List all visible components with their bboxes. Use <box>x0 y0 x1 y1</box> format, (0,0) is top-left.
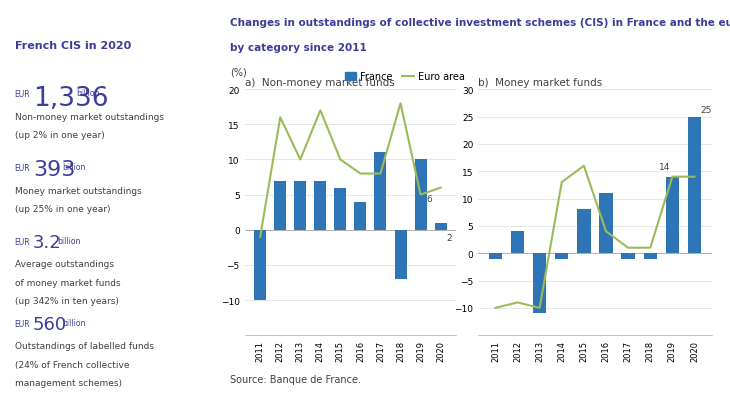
Bar <box>489 254 502 259</box>
Bar <box>577 210 591 254</box>
Text: EUR: EUR <box>15 319 30 328</box>
Text: EUR: EUR <box>15 237 30 246</box>
Bar <box>644 254 657 259</box>
Text: billion: billion <box>62 163 85 172</box>
Text: Outstandings of labelled funds: Outstandings of labelled funds <box>15 342 153 351</box>
Text: Changes in outstandings of collective investment schemes (CIS) in France and the: Changes in outstandings of collective in… <box>230 18 730 28</box>
Bar <box>374 153 386 230</box>
Bar <box>254 230 266 300</box>
Text: 393: 393 <box>33 160 75 180</box>
Text: Non-money market outstandings: Non-money market outstandings <box>15 112 164 121</box>
Bar <box>599 193 612 254</box>
Text: 2: 2 <box>447 234 453 243</box>
Text: (up 2% in one year): (up 2% in one year) <box>15 131 104 140</box>
Text: billion: billion <box>62 318 85 327</box>
Bar <box>666 177 679 254</box>
Bar <box>315 181 326 230</box>
Bar <box>354 202 366 230</box>
Text: a)  Non-money market funds: a) Non-money market funds <box>245 78 394 88</box>
Text: French CIS in 2020: French CIS in 2020 <box>15 41 131 51</box>
Text: (%): (%) <box>230 67 247 77</box>
Bar <box>434 223 447 230</box>
Text: 3.2: 3.2 <box>33 233 61 251</box>
Text: 560: 560 <box>33 315 67 333</box>
Bar <box>334 188 347 230</box>
Bar <box>394 230 407 279</box>
Bar <box>274 181 286 230</box>
Text: management schemes): management schemes) <box>15 378 122 387</box>
Text: (24% of French collective: (24% of French collective <box>15 360 129 369</box>
Bar <box>621 254 635 259</box>
Text: Money market outstandings: Money market outstandings <box>15 186 142 195</box>
Legend: France, Euro area: France, Euro area <box>341 68 469 86</box>
Bar <box>688 117 701 254</box>
Text: 6: 6 <box>426 194 432 203</box>
Text: billion: billion <box>77 89 100 98</box>
Bar <box>555 254 569 259</box>
Text: (up 25% in one year): (up 25% in one year) <box>15 204 110 213</box>
Text: EUR: EUR <box>15 164 30 173</box>
Text: 25: 25 <box>700 106 712 115</box>
Text: (up 342% in ten years): (up 342% in ten years) <box>15 297 118 306</box>
Text: by category since 2011: by category since 2011 <box>230 43 366 53</box>
Text: billion: billion <box>58 236 81 245</box>
Text: 14: 14 <box>659 163 670 172</box>
Bar <box>294 181 307 230</box>
Bar <box>415 160 426 230</box>
Bar <box>511 232 524 254</box>
Bar <box>533 254 546 314</box>
Text: of money market funds: of money market funds <box>15 278 120 287</box>
Text: Average outstandings: Average outstandings <box>15 260 114 269</box>
Text: b)  Money market funds: b) Money market funds <box>478 78 602 88</box>
Text: EUR: EUR <box>15 90 30 99</box>
Text: Source: Banque de France.: Source: Banque de France. <box>230 374 361 384</box>
Text: 1,336: 1,336 <box>33 86 108 112</box>
